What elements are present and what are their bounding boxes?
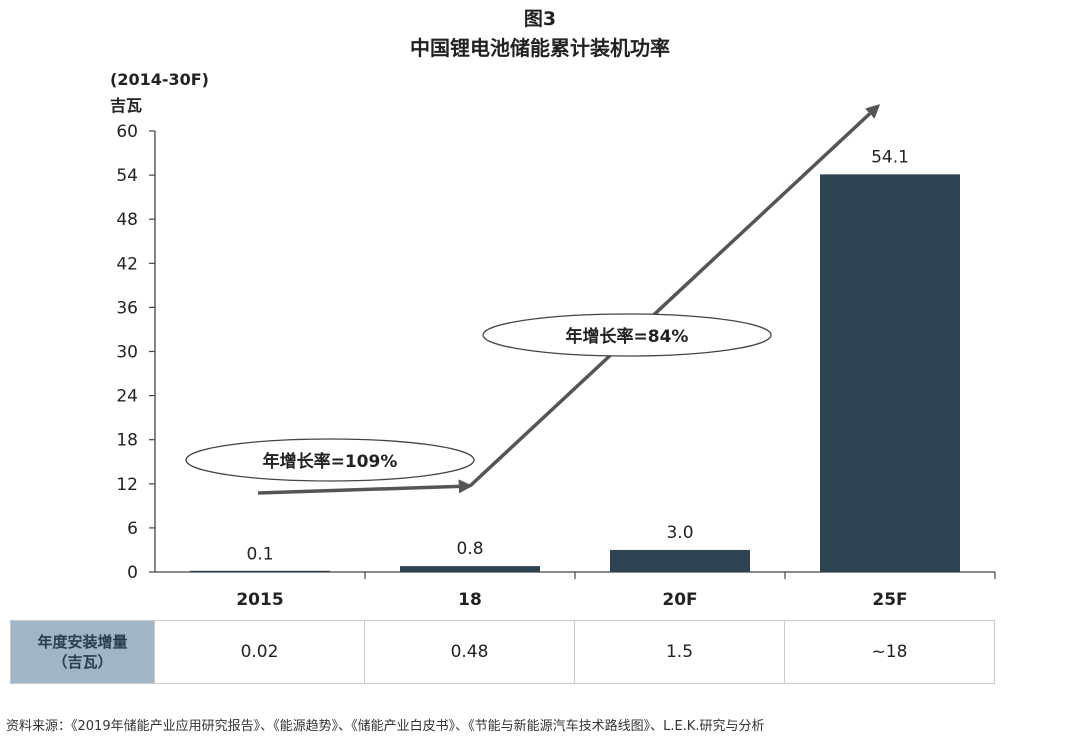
- y-tick-label: 24: [116, 387, 138, 407]
- figure-number: 图3: [523, 8, 557, 30]
- y-tick-label: 6: [127, 519, 138, 539]
- annual-increment-table: 年度安装增量 （吉瓦） 0.02 0.48 1.5 ~18: [10, 620, 995, 684]
- table-cell-2015: 0.02: [154, 621, 364, 683]
- x-tick-label: 25F: [872, 590, 907, 610]
- y-tick-label: 54: [116, 166, 138, 186]
- bar: [400, 566, 540, 572]
- y-tick-label: 0: [127, 563, 138, 583]
- bar: [820, 174, 960, 573]
- table-cell-18: 0.48: [364, 621, 574, 683]
- x-tick-label: 18: [458, 590, 482, 610]
- y-tick-label: 36: [116, 298, 138, 318]
- bar-value-label: 3.0: [666, 523, 693, 543]
- bar-value-label: 0.8: [456, 539, 483, 559]
- table-cell-20f: 1.5: [574, 621, 784, 683]
- growth-ellipse-1: [185, 438, 475, 482]
- trend-arrow-2: [468, 104, 881, 488]
- x-tick-label: 20F: [662, 590, 697, 610]
- y-tick-label: 42: [116, 254, 138, 274]
- y-tick-label: 18: [116, 431, 138, 451]
- table-header-line2: （吉瓦）: [52, 653, 113, 671]
- bar: [610, 549, 750, 572]
- unit-label: 吉瓦: [110, 96, 143, 115]
- x-tick-label: 2015: [236, 590, 283, 610]
- trend-annotations: 年增长率=109% 年增长率=84%: [185, 104, 881, 495]
- trend-arrow-1: [257, 479, 473, 495]
- y-tick-label: 60: [116, 122, 138, 142]
- growth-label-2: 年增长率=84%: [566, 326, 689, 347]
- table-header-line1: 年度安装增量: [37, 633, 128, 651]
- bar-value-label: 54.1: [871, 147, 909, 167]
- growth-ellipse-2: [482, 313, 772, 357]
- source-note: 资料来源：《2019年储能产业应用研究报告》、《能源趋势》、《储能产业白皮书》、…: [6, 719, 765, 734]
- y-tick-label: 48: [116, 210, 138, 230]
- y-tick-label: 30: [116, 343, 138, 363]
- bar-value-label: 0.1: [246, 544, 273, 564]
- bar-chart: 0 6 12 18 24 30 36 42 48 54 60 0.1 2015 0.8 18 3.0 20F 54…: [116, 104, 996, 610]
- growth-label-1: 年增长率=109%: [263, 451, 398, 472]
- table-cell-25f: ~18: [784, 621, 994, 683]
- table-row-header: 年度安装增量 （吉瓦）: [11, 621, 154, 683]
- chart-title: 中国锂电池储能累计装机功率: [410, 36, 670, 60]
- unit-range-label: (2014-30F): [110, 70, 209, 89]
- y-tick-label: 12: [116, 475, 138, 495]
- bar: [190, 570, 330, 572]
